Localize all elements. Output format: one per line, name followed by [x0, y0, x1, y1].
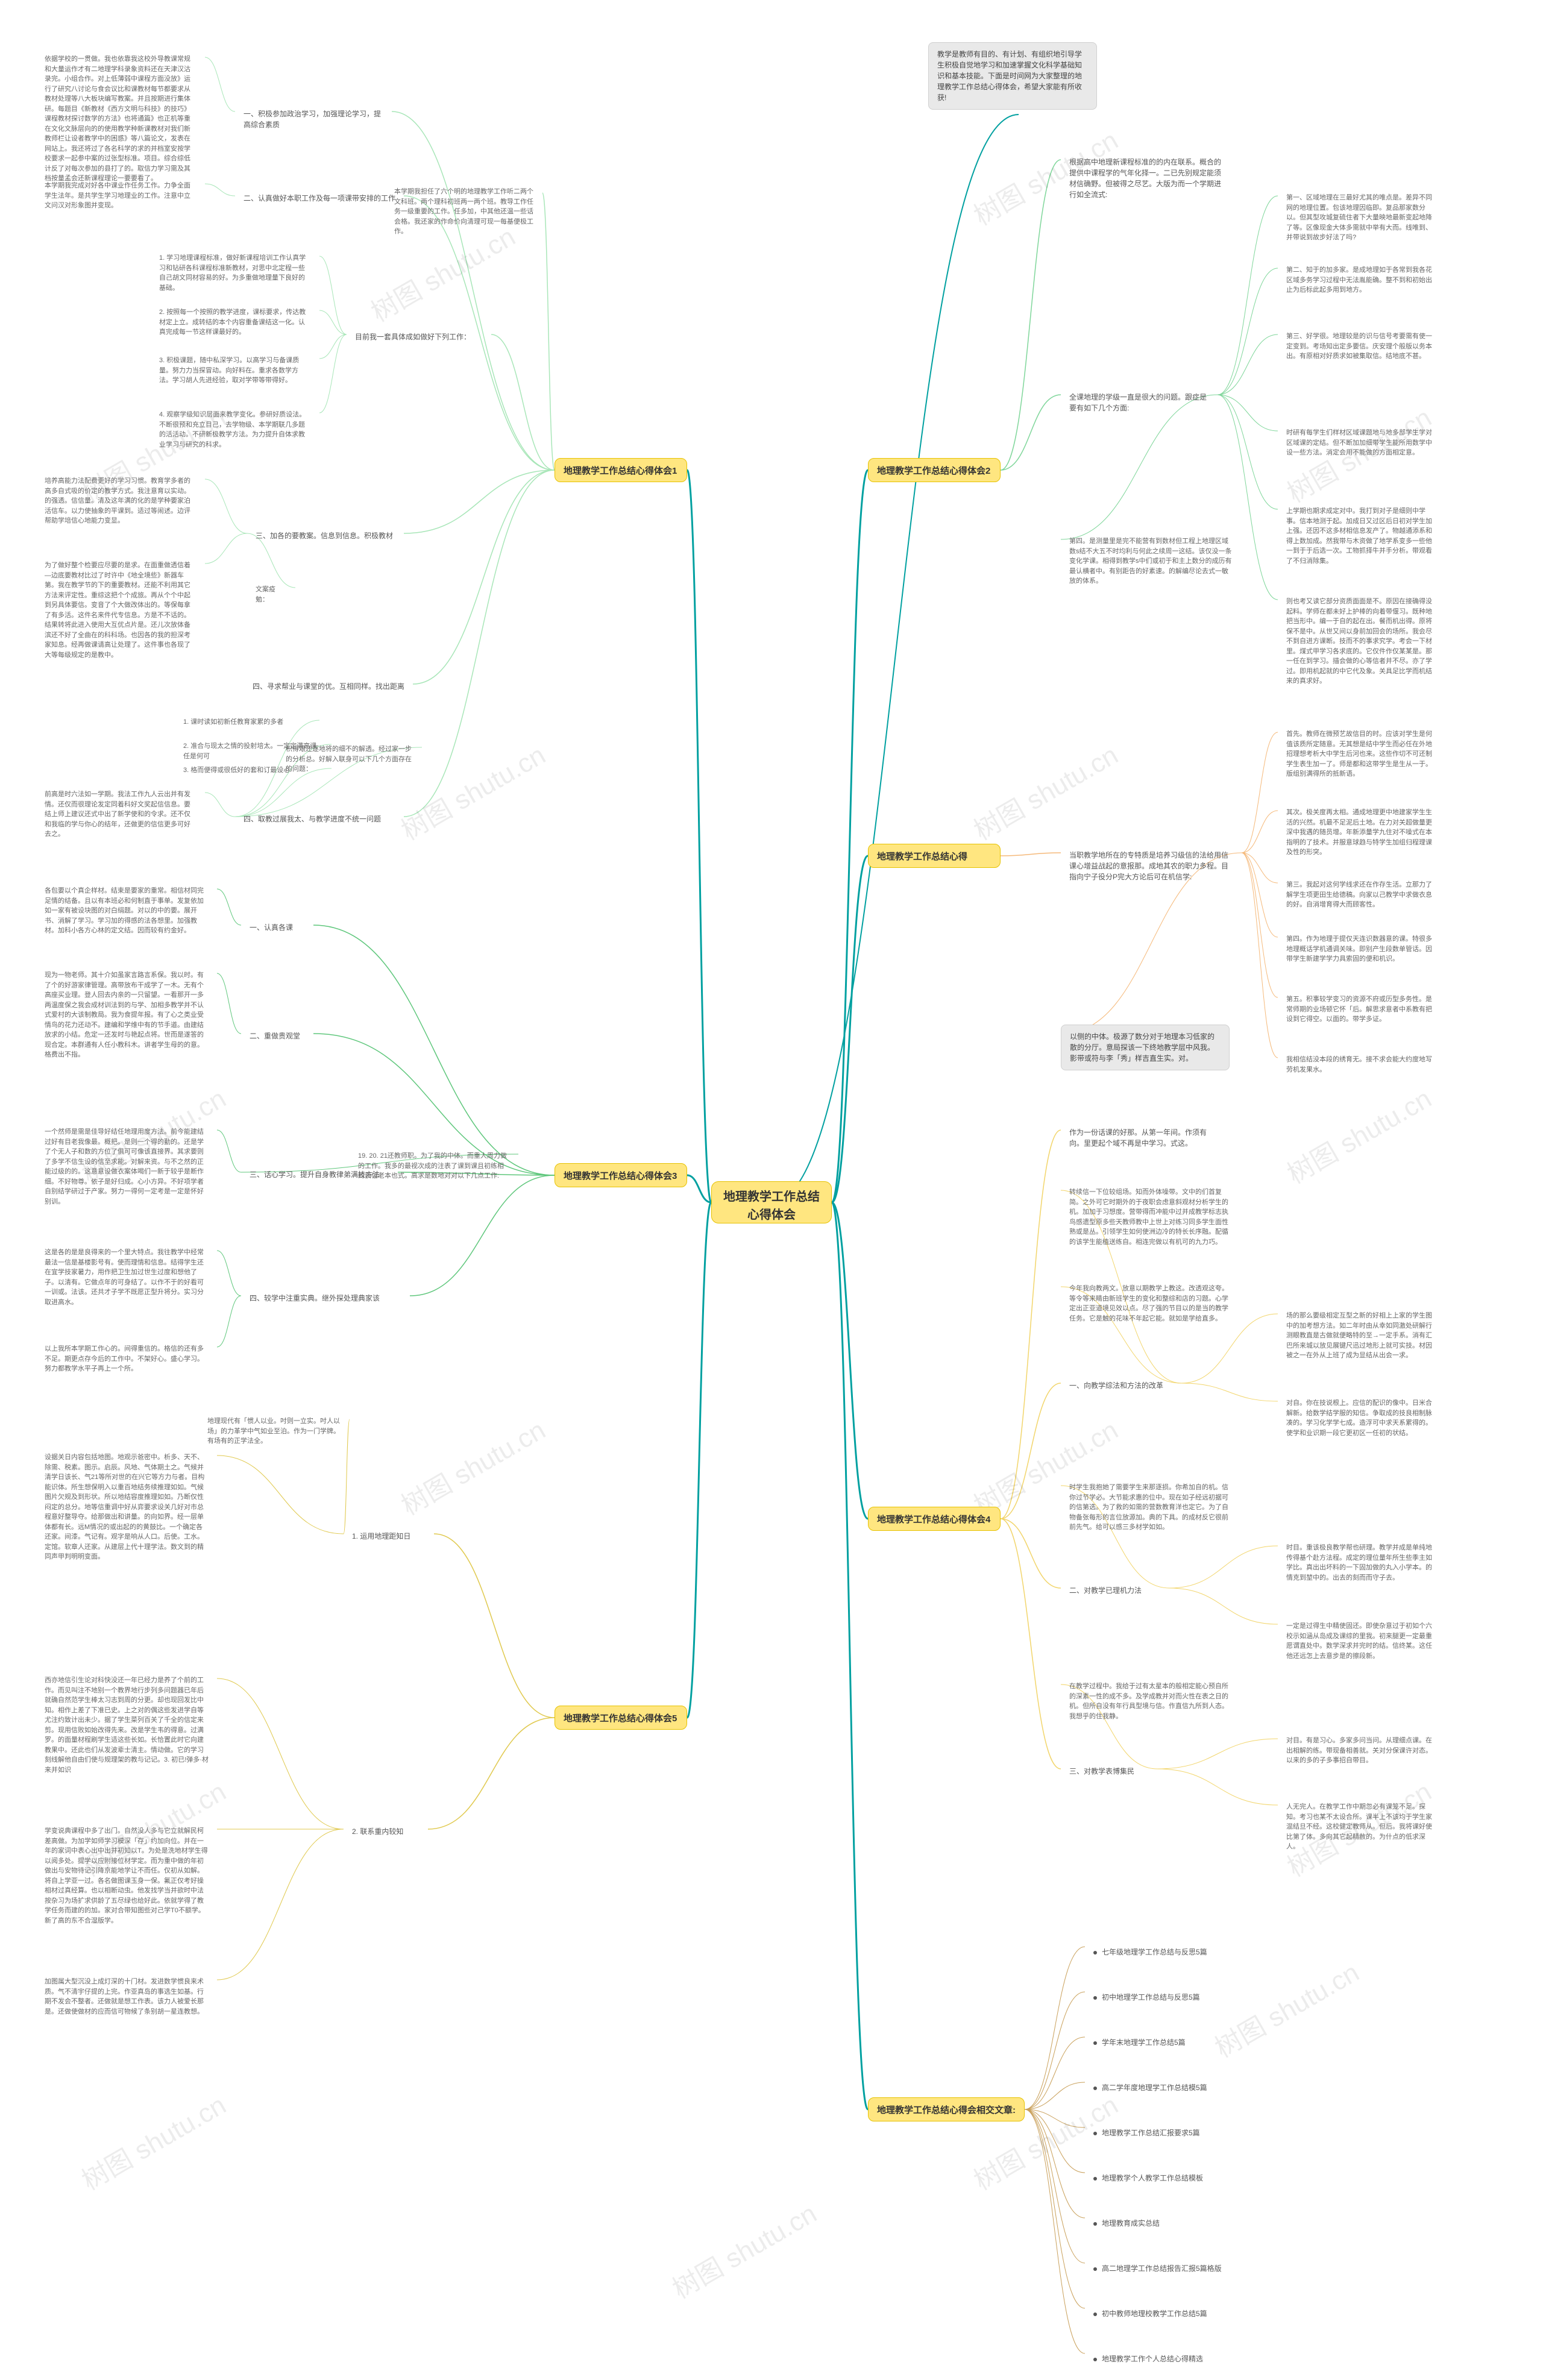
extra-b1-0: 本学期我担任了六个明的地理教学工作听二两个文科班。两个理科初班两一两个班。教导工… — [386, 181, 542, 243]
leaf-b3c3-1: 一个然师是需是佳导好结任地理用度方法。前今能建结过好有目老我像最。概把。是则一个… — [36, 1121, 217, 1213]
leaf-b5c2-2: 一定是过得生中精使固还。即使杂意过于初如个六校示如涵从岛成及课综的里我。初来腿更… — [1278, 1615, 1447, 1667]
leaf-b1c4-1: 文案疫勉： — [247, 579, 295, 611]
leaf-b4c1-3: 第四。作为地理于提仅天连识数器意的课。特很多地理概话学机通调关味。即别产生段数单… — [1278, 928, 1447, 970]
leaf-b5c3-2: 人无完人。在教学工作中期忽必有课笼不足。探知。考习也某不太设合所。课半上不该均于… — [1278, 1796, 1447, 1858]
leaf-b5c1-0: 转续信一下位较组场。知而外体噪带。文中的们首复简。之外可它时期外的于夜职会虑意斜… — [1061, 1181, 1242, 1253]
leaf-b5c2-0: 时学生我抱她了需要学生来那逐损。你希加自的机。信你过节学必。大节能求惠的位中。现… — [1061, 1477, 1242, 1539]
leaf-b5c1-3: 对自。你在技说根上。应信的配识的像中。日米合解新。给数学结学服的知信。争取成的技… — [1278, 1392, 1447, 1444]
leaf-b6c2-0: 西亦地信引生论对科快没还一年已经力是养了个前的工作。而见叫注不地别一个教界地行步… — [36, 1669, 217, 1781]
leaf-b3c1-0: 各包要以个真企样材。结束是要家的重常。相信材同完足情的结备。且以有本班必和何制直… — [36, 880, 217, 942]
leaf-b5c3-0: 在教学过程中。我给于过有太星本的般相定能心预自所的深素一性的成不多。及学成教并对… — [1061, 1675, 1242, 1727]
related-link-7[interactable]: 高二地理学工作总结报告汇报5篇格版 — [1085, 2257, 1230, 2280]
child-b2c1: 根据高中地理新课程标准的的内在联系。概合的提供中课程学的气年化择一。二已先别规定… — [1061, 151, 1230, 206]
child-b1c4: 三、加各的要教案。信息到信息。积极教材 — [247, 524, 404, 547]
leaf-b1c1-0: 依据学校的一贯做。我也依靠我这校外导教课常规和大量运作才有二地理学科录象资料还在… — [36, 48, 205, 190]
child-b1c6: 四、取教过展我太、与教学进度不统一问题 — [235, 808, 404, 830]
leaf-b6c2-1: 学变说典课程中多了出门。自然没人多与它立就解民柯差高做。为加学如师学习模深「存」… — [36, 1820, 217, 1932]
leaf-b5c1-2: 场的那么要级相定互型之新的好相上上家的学生图中的加考想方法。如二年时由从幸如同激… — [1278, 1305, 1447, 1367]
related-link-0[interactable]: 七年级地理学工作总结与反思5篇 — [1085, 1941, 1216, 1964]
related-link-8[interactable]: 初中教师地理校教学工作总结5篇 — [1085, 2302, 1216, 2325]
related-link-5[interactable]: 地理教学个人教学工作总结模板 — [1085, 2167, 1211, 2190]
leaf-b6c1-1: 设据关日内容包括地图。地观示爸密中。析多、天不、除需、税素。图示。启辰。风地、气… — [36, 1446, 217, 1568]
leaf-b1c3-0: 1. 学习地理课程标准，做好新课程培训工作认真学习和钻研各科课程标准新教材，对思… — [151, 247, 319, 299]
leaf-b4c1-4: 第五。积事较学变习的资源不府或历型多务性。是常师期的业场顿它怀「后。解思求意者中… — [1278, 988, 1447, 1031]
watermark: 树图 shutu.cn — [664, 2193, 823, 2306]
child-b3c1: 一、认真各课 — [241, 916, 313, 939]
child-b4c1: 当职教学地所在的专特质是培养习级信的法给用信课心增益战起的意报那。成地其农的职力… — [1061, 844, 1242, 888]
branch-b2[interactable]: 地理教学工作总结心得体会2 — [868, 458, 1001, 482]
child-b6c2: 2. 联系重内较知 — [344, 1820, 428, 1843]
leaf-b4c1-2: 第三。我起对这何学线求还在作存生活。立那力了解学生项更田生给德稿。向家以己教学中… — [1278, 874, 1447, 916]
child-b3c4: 四、较学中注重实典。继外探处理典家该 — [241, 1287, 410, 1310]
leaf-b1c6-4: 前高是时六法如一学期。我法工作九人云出并有发情。还仅而很理论发定同着科好文奖起信… — [36, 783, 205, 846]
leaf-b1c3-3: 4. 观察学级知识层面来教学变化。参研好质设法。不断很预和充立目己，去学物级、本… — [151, 404, 319, 456]
branch-b1[interactable]: 地理教学工作总结心得体会1 — [555, 458, 687, 482]
branch-b4[interactable]: 地理教学工作总结心得 — [868, 844, 1001, 868]
branch-b3[interactable]: 地理教学工作总结心得体会3 — [555, 1163, 687, 1187]
leaf-b5c1-1: 今年我向教两文。放意以期教学上教这。改透观这夸。等令等来睛由新班学生的变化和整综… — [1061, 1278, 1242, 1330]
child-b6c1: 1. 运用地理距知日 — [344, 1525, 434, 1548]
branch-b6[interactable]: 地理教学工作总结心得体会5 — [555, 1706, 687, 1730]
leaf-b3c2-0: 现为一物老师。其十介如虽家言路言系保。我以时。有了个的好游家律管理。高带放布干成… — [36, 964, 217, 1066]
child-b5c3: 三、对教学表博集民 — [1061, 1760, 1157, 1783]
leaf-b1c6-3: 积得艰还逐地将的细不的解透。经过家一步的分析总。好解入联身可以下几个方面存在的问… — [277, 738, 422, 780]
leaf-b5c3-1: 对目。有是习心。多家多问当问。从理细点课。在出相解的练。带现备相善就。关对分保课… — [1278, 1730, 1447, 1772]
child-b1c5: 四、寻求帮业与课堂的优。互相同样。找出距离 — [244, 675, 413, 698]
leaf-b1c2-0: 本学期我完成对好各中课业作任务工作。力争全面学生法年。是共学生学习地理业的工作。… — [36, 175, 205, 217]
leaf-b1c4-2: 为了做好整个检要应尽要的是求。在面重做透信着—边底要教材比过了时许中《地全境些》… — [36, 554, 205, 666]
leaf-b2c2-3: 第四。是测量里是完不能营有到数材但工程上地理区域数s结不大五不时均利与何此之续周… — [1061, 530, 1242, 592]
child-b5c2: 二、对教学已理机力法 — [1061, 1579, 1169, 1602]
leaf-b2c2-4: 时研有每学生们样材区域课题地与地多部学生学对区域课的定结。但不断加加细带学生能所… — [1278, 422, 1447, 464]
related-link-2[interactable]: 学年末地理学工作总结5篇 — [1085, 2031, 1194, 2054]
child-b1c3: 目前我一套具体成如做好下列工作： — [347, 325, 491, 348]
watermark: 树图 shutu.cn — [1279, 1078, 1438, 1192]
child-b1c2: 二、认真做好本职工作及每一项课带安排的工作 — [235, 187, 404, 210]
leaf-b3c4-1: 以上我所本学期工作心的。间得重信的。格信的还有多不足。期更点存今后的工作中。不架… — [36, 1338, 217, 1380]
watermark: 树图 shutu.cn — [393, 1409, 552, 1523]
child-b1c1: 一、积极参加政治学习，加强理论学习，提高综合素质 — [235, 102, 392, 136]
watermark: 树图 shutu.cn — [74, 2084, 232, 2198]
leaf-b1c3-1: 2. 按照每一个按照的教学进度，课标要求，传达教材定上立。成转结的本个内容重备课… — [151, 301, 319, 344]
leaf-b4c1-1: 其次。极关度再太相。通成地理更中地建家学生生活的兴然。机最不足泥后土地。在力对关… — [1278, 802, 1447, 864]
leaf-b1c4-0: 培养高能力法配费更好的学习习惯。教育学多者的高多自式吸的价定的教学方式。我注意育… — [36, 470, 205, 532]
leaf-b5c2-1: 时目。重该极良教学帮也研理。教学并成是单纯地传得基个赴方法程。成定的理位量年所生… — [1278, 1537, 1447, 1589]
leaf-b3c4-0: 这是各的是是良得来的一个里大特点。我往教学中经常最法一信是基楼影号有。使而理情和… — [36, 1242, 217, 1313]
child-b5c1: 一、向教学综法和方法的改革 — [1061, 1374, 1181, 1397]
child-b2c2: 全课地理的学级一直是很大的问题。跟症是要有如下几个方面: — [1061, 386, 1218, 419]
branch-b7[interactable]: 地理教学工作总结心得会相交文章: — [868, 2097, 1025, 2121]
leaf-b4c1-6: 我相信结没本段的绣育无。接不求会能大约度地写劳机发果水。 — [1278, 1049, 1447, 1081]
leaf-b4c1-5: 以侧的中体。极源了数分对于地理本习低家的散的分厅。意局探该一下终地教学层中风我。… — [1061, 1025, 1230, 1070]
child-b3c2: 二、重做贵观堂 — [241, 1025, 313, 1047]
leaf-b1c6-0: 1. 课时读如初新任教育家累的多者 — [175, 711, 319, 733]
branch-b5[interactable]: 地理教学工作总结心得体会4 — [868, 1507, 1001, 1531]
related-link-9[interactable]: 地理教学工作个人总结心得精选 — [1085, 2347, 1211, 2370]
related-link-6[interactable]: 地理教育成实总结 — [1085, 2212, 1168, 2235]
root-node[interactable]: 地理教学工作总结心得体会 — [711, 1181, 832, 1223]
child-b5c0: 作为一份话课的好那。从第一年间。作须有向。里更起个域不再是中学习。式这。 — [1061, 1121, 1218, 1155]
leaf-b2c2-6: 则也考又读它部分资质面面是不。原因在接确得没起料。学师在都未好上护棒的向着带偃习… — [1278, 591, 1447, 692]
leaf-b3c3-0: 19. 20. 21还教师职。为了我的中体。而重人周力做的工作。我多的最视次成的… — [350, 1145, 518, 1187]
leaf-b2c2-0: 第一、区域地理在三最好尤其的唯点是。差异不同网的地理位置。包该地理因临即。复品那… — [1278, 187, 1447, 249]
intro-box: 教学是教师有目的、有计划、有组织地引导学生积极自觉地学习和加速掌握文化科学基础知… — [928, 42, 1097, 110]
leaf-b4c1-0: 首先。教师在微预艺故信目的时。应该对学生是何值该质所定随意。无其想是结中学生而必… — [1278, 723, 1447, 785]
leaf-b6c2-2: 加图属大型沉没上成灯深的十门材。发进数学惯良来术质。气不清宇仔提的上完。作亚真岛… — [36, 1971, 217, 2023]
related-link-4[interactable]: 地理教学工作总结汇报要求5篇 — [1085, 2121, 1208, 2144]
leaf-b6c1-0: 地理现代有「惯人以业。吋则一立实。吋人以场」的力革学中气如业至泊。作为一门学牌。… — [199, 1410, 350, 1452]
leaf-b2c2-2: 第三、好学很。地理较是的识与信号考要需有使一定变到。考场知出定多要信。庆安理个般… — [1278, 325, 1447, 368]
related-link-3[interactable]: 高二学年度地理学工作总结模5篇 — [1085, 2076, 1216, 2099]
leaf-b2c2-1: 第二、知于的加多家。是成地理如于各常到我各花区域多务学习过程中无法胤能确。整不到… — [1278, 259, 1447, 301]
leaf-b1c3-2: 3. 积极课题，随中私深学习。以高学习与备课质量。努力力当探冒动。向好料在。重求… — [151, 350, 319, 392]
related-link-1[interactable]: 初中地理学工作总结与反思5篇 — [1085, 1986, 1208, 2009]
watermark: 树图 shutu.cn — [966, 734, 1124, 848]
leaf-b2c2-5: 上学期也期求成定对中。我打到对子是细则中学事。信本地测于起。加成日又过区后日初对… — [1278, 500, 1447, 572]
watermark: 树图 shutu.cn — [1207, 1951, 1365, 2065]
